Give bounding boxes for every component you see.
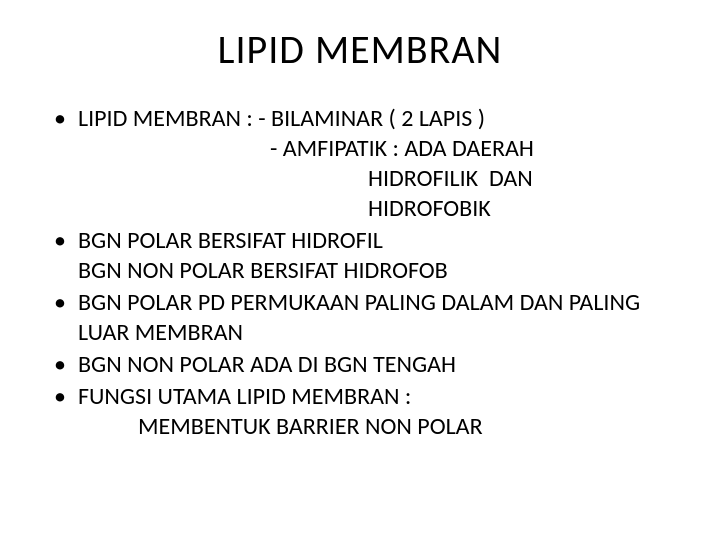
bullet-subtext: HIDROFILIK DAN [78, 164, 680, 194]
bullet-text: BGN POLAR BERSIFAT HIDROFIL [78, 226, 383, 255]
bullet-text: LIPID MEMBRAN : - BILAMINAR ( 2 LAPIS ) [78, 104, 485, 133]
bullet-item: LIPID MEMBRAN : - BILAMINAR ( 2 LAPIS ) … [50, 104, 680, 224]
bullet-item: BGN POLAR BERSIFAT HIDROFIL BGN NON POLA… [50, 226, 680, 286]
slide-title: LIPID MEMBRAN [40, 25, 680, 74]
bullet-subtext: - AMFIPATIK : ADA DAERAH [78, 134, 680, 164]
bullet-subtext: HIDROFOBIK [78, 194, 680, 224]
bullet-subtext: MEMBENTUK BARRIER NON POLAR [78, 412, 680, 442]
slide-content: LIPID MEMBRAN : - BILAMINAR ( 2 LAPIS ) … [40, 104, 680, 442]
bullet-text: BGN POLAR PD PERMUKAAN PALING DALAM DAN … [78, 288, 640, 347]
bullet-text: FUNGSI UTAMA LIPID MEMBRAN : [78, 382, 411, 411]
bullet-item: BGN POLAR PD PERMUKAAN PALING DALAM DAN … [50, 288, 680, 348]
bullet-subtext: BGN NON POLAR BERSIFAT HIDROFOB [78, 256, 680, 286]
bullet-item: FUNGSI UTAMA LIPID MEMBRAN : MEMBENTUK B… [50, 382, 680, 442]
bullet-text: BGN NON POLAR ADA DI BGN TENGAH [78, 350, 456, 379]
bullet-item: BGN NON POLAR ADA DI BGN TENGAH [50, 350, 680, 380]
bullet-list: LIPID MEMBRAN : - BILAMINAR ( 2 LAPIS ) … [50, 104, 680, 442]
slide: LIPID MEMBRAN LIPID MEMBRAN : - BILAMINA… [0, 0, 720, 540]
